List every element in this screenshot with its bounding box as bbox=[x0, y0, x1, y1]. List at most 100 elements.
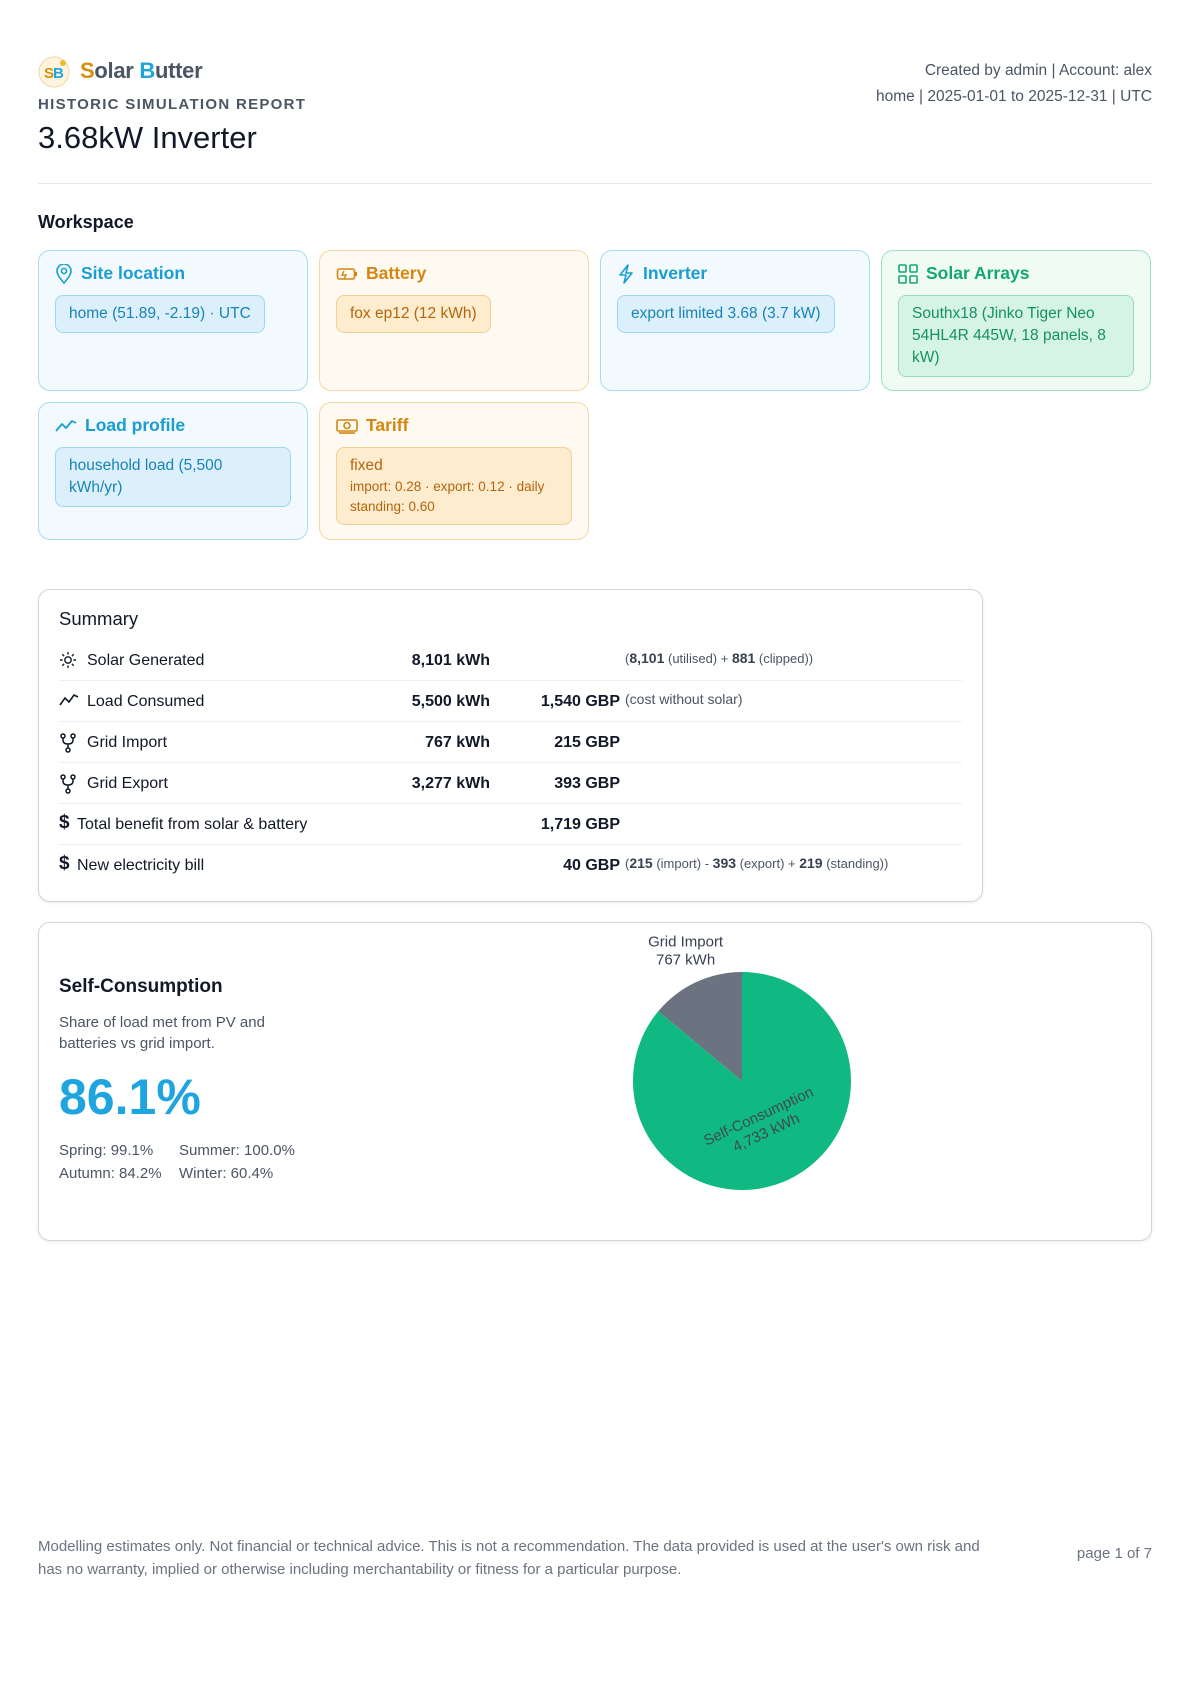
brand: Solar Butter bbox=[80, 58, 203, 83]
report-meta: Created by admin | Account: alex home | … bbox=[876, 58, 1152, 110]
row-icon: $ bbox=[59, 853, 70, 874]
card-title: Tariff bbox=[366, 415, 409, 435]
summary-card: Summary Solar Generated 8,101 kWh (8,101… bbox=[38, 589, 983, 902]
card-item: export limited 3.68 (3.7 kW) bbox=[617, 295, 835, 333]
card-header: Battery bbox=[336, 263, 572, 284]
row-label: Load Consumed bbox=[87, 693, 205, 710]
disclaimer: Modelling estimates only. Not financial … bbox=[38, 1538, 980, 1578]
section-heading: Workspace bbox=[38, 212, 134, 232]
season-stat: Autumn: 84.2% bbox=[59, 1165, 162, 1182]
card-title: Inverter bbox=[643, 263, 708, 283]
icon bbox=[336, 418, 358, 434]
logo: S B bbox=[38, 56, 70, 88]
note-text: (utilised) + bbox=[664, 651, 732, 666]
pie-slice bbox=[633, 972, 851, 1190]
divider bbox=[38, 183, 1152, 184]
row-energy: 767 kWh bbox=[425, 734, 490, 751]
slice-category: Grid Import bbox=[648, 934, 724, 951]
row-energy: 3,277 kWh bbox=[411, 775, 490, 792]
workspace-card: Site location home (51.89, -2.19) · UTC bbox=[38, 250, 308, 391]
svg-text:S: S bbox=[44, 65, 54, 82]
row-label: Grid Export bbox=[87, 775, 168, 792]
note-number: 8,101 bbox=[629, 650, 665, 666]
meta-line: home | 2025-01-01 to 2025-12-31 | UTC bbox=[875, 88, 1152, 105]
note-number: 393 bbox=[712, 855, 737, 871]
row-label: Grid Import bbox=[87, 734, 168, 751]
card-header: Tariff bbox=[336, 415, 572, 436]
pie-slice bbox=[658, 972, 742, 1081]
icon bbox=[619, 263, 633, 284]
icon bbox=[55, 419, 77, 432]
note-number: 215 bbox=[629, 855, 653, 871]
note-text: ( bbox=[625, 856, 630, 871]
note-number: 219 bbox=[799, 855, 823, 871]
summary-row: Grid Export 3,277 kWh 393 GBP bbox=[59, 763, 962, 804]
row-note: (215 (import) - 393 (export) + 219 (stan… bbox=[625, 855, 888, 871]
card-title: Load profile bbox=[85, 415, 186, 435]
note-text: (import) - bbox=[652, 856, 713, 871]
workspace-card: Inverter export limited 3.68 (3.7 kW) bbox=[600, 250, 870, 391]
report-subtitle: HISTORIC SIMULATION REPORT bbox=[38, 96, 307, 113]
headline-value: 86.1% bbox=[59, 1069, 201, 1125]
icon bbox=[56, 263, 72, 284]
svg-text:B: B bbox=[53, 65, 64, 82]
card-header: Solar Arrays bbox=[898, 263, 1134, 284]
card-item: home (51.89, -2.19) · UTC bbox=[55, 295, 265, 333]
season-stat: Spring: 99.1% bbox=[59, 1142, 154, 1159]
row-note: (cost without solar) bbox=[625, 691, 743, 707]
load-icon bbox=[59, 693, 79, 706]
report-title: 3.68kW Inverter bbox=[38, 120, 257, 155]
page-number: page 1 of 7 bbox=[1076, 1545, 1152, 1562]
meta-line: Created by admin | Account: alex bbox=[924, 62, 1152, 79]
section-heading: Self-Consumption bbox=[59, 976, 223, 997]
row-cost: 1,719 GBP bbox=[540, 816, 620, 833]
card-header: Site location bbox=[55, 263, 291, 284]
row-label: Solar Generated bbox=[87, 652, 205, 669]
note-text: (clipped)) bbox=[755, 651, 814, 666]
summary-row: Solar Generated 8,101 kWh (8,101 (utilis… bbox=[59, 640, 962, 681]
icon bbox=[898, 263, 918, 284]
workspace-card: Tariff fixed import: 0.28 · export: 0.12… bbox=[319, 402, 589, 540]
card-title: Site location bbox=[81, 263, 186, 283]
note-text: (export) + bbox=[736, 856, 800, 871]
card-header: Inverter bbox=[617, 263, 853, 284]
summary-row: Load Consumed 5,500 kWh 1,540 GBP (cost … bbox=[59, 681, 962, 722]
item-text: fixed bbox=[350, 457, 383, 474]
row-cost: 40 GBP bbox=[563, 857, 620, 874]
note-text: ( bbox=[625, 651, 630, 666]
icon bbox=[336, 267, 357, 280]
workspace-card: Solar Arrays Southx18 (Jinko Tiger Neo 5… bbox=[881, 250, 1151, 391]
summary-row: Grid Import 767 kWh 215 GBP bbox=[59, 722, 962, 763]
sun-icon bbox=[60, 652, 76, 668]
row-cost: 1,540 GBP bbox=[540, 693, 620, 710]
description: Share of load met from PV and batteries … bbox=[59, 1014, 265, 1052]
summary-heading: Summary bbox=[59, 608, 139, 629]
card-item: fixed import: 0.28 · export: 0.12 · dail… bbox=[336, 447, 572, 525]
summary-row: $ New electricity bill 40 GBP (215 (impo… bbox=[59, 845, 962, 885]
workspace-card: Battery fox ep12 (12 kWh) bbox=[319, 250, 589, 391]
card-item: Southx18 (Jinko Tiger Neo 54HL4R 445W, 1… bbox=[898, 295, 1134, 377]
slice-value: 767 kWh bbox=[656, 952, 715, 969]
row-icon: $ bbox=[59, 812, 70, 833]
season-stat: Winter: 60.4% bbox=[179, 1165, 274, 1182]
item-detail: import: 0.28 · export: 0.12 · daily stan… bbox=[350, 479, 545, 514]
row-label: New electricity bill bbox=[77, 857, 205, 874]
self-consumption-card bbox=[38, 922, 1152, 1241]
row-label: Total benefit from solar & battery bbox=[77, 816, 308, 833]
card-item: fox ep12 (12 kWh) bbox=[336, 295, 491, 333]
summary-row: $ Total benefit from solar & battery 1,7… bbox=[59, 804, 962, 845]
workspace-card: Load profile household load (5,500 kWh/y… bbox=[38, 402, 308, 540]
season-stat: Summer: 100.0% bbox=[179, 1142, 295, 1159]
card-title: Solar Arrays bbox=[926, 263, 1030, 283]
card-title: Battery bbox=[366, 263, 427, 283]
row-note: (8,101 (utilised) + 881 (clipped)) bbox=[625, 650, 813, 666]
grid-icon bbox=[60, 774, 76, 794]
row-energy: 8,101 kWh bbox=[411, 652, 490, 669]
card-header: Load profile bbox=[55, 415, 291, 436]
row-cost: 215 GBP bbox=[554, 734, 620, 751]
row-cost: 393 GBP bbox=[554, 775, 620, 792]
row-energy: 5,500 kWh bbox=[411, 693, 490, 710]
note-number: 881 bbox=[731, 650, 756, 666]
